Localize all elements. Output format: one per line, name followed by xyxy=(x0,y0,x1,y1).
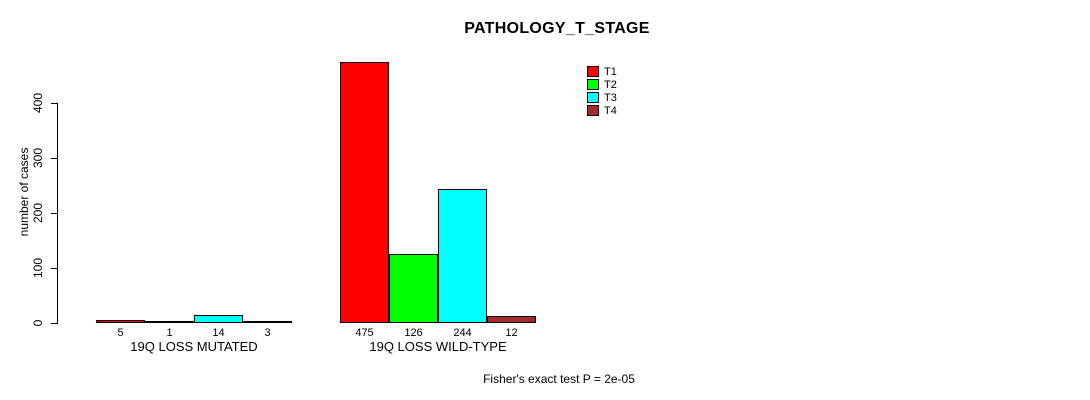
bar-t1 xyxy=(96,320,145,323)
bar-t4 xyxy=(243,321,292,323)
group-label: 19Q LOSS WILD-TYPE xyxy=(369,339,507,354)
y-axis-tick xyxy=(51,103,57,104)
y-axis-tick-label: 100 xyxy=(31,257,45,279)
chart-title: PATHOLOGY_T_STAGE xyxy=(464,20,650,37)
bar-value-label: 126 xyxy=(404,327,423,339)
legend-swatch-t4 xyxy=(587,105,599,116)
bar-value-label: 3 xyxy=(264,327,271,339)
legend-item-t1: T1 xyxy=(587,65,617,78)
legend-item-t4: T4 xyxy=(587,104,617,117)
y-axis-tick-label: 300 xyxy=(31,147,45,169)
bar-t3 xyxy=(194,315,243,323)
legend-label: T1 xyxy=(604,65,617,78)
bar-value-label: 5 xyxy=(117,327,124,339)
y-axis-label: number of cases xyxy=(17,147,31,237)
bar-value-label: 244 xyxy=(453,327,472,339)
y-axis-tick xyxy=(51,323,57,324)
bar-value-label: 14 xyxy=(212,327,225,339)
bar-t2 xyxy=(145,321,194,323)
y-axis-tick xyxy=(51,213,57,214)
legend-swatch-t3 xyxy=(587,92,599,103)
legend-label: T2 xyxy=(604,78,617,91)
stat-test-annotation: Fisher's exact test P = 2e-05 xyxy=(483,372,635,386)
y-axis-tick-label: 200 xyxy=(31,202,45,224)
bar-t1 xyxy=(340,62,389,323)
legend-item-t3: T3 xyxy=(587,91,617,104)
legend: T1 T2 T3 T4 xyxy=(587,65,617,117)
legend-label: T3 xyxy=(604,91,617,104)
legend-swatch-t2 xyxy=(587,79,599,90)
legend-swatch-t1 xyxy=(587,66,599,77)
bar-value-label: 12 xyxy=(505,327,518,339)
y-axis-tick-label: 0 xyxy=(31,319,45,327)
y-axis-tick xyxy=(51,268,57,269)
bar-t2 xyxy=(389,254,438,323)
bar-t4 xyxy=(487,316,536,323)
bar-value-label: 1 xyxy=(166,327,173,339)
y-axis-line xyxy=(57,103,58,324)
y-axis-tick-label: 400 xyxy=(31,92,45,114)
legend-label: T4 xyxy=(604,104,617,117)
y-axis-tick xyxy=(51,158,57,159)
group-label: 19Q LOSS MUTATED xyxy=(130,339,258,354)
bar-value-label: 475 xyxy=(355,327,374,339)
bar-t3 xyxy=(438,189,487,323)
legend-item-t2: T2 xyxy=(587,78,617,91)
